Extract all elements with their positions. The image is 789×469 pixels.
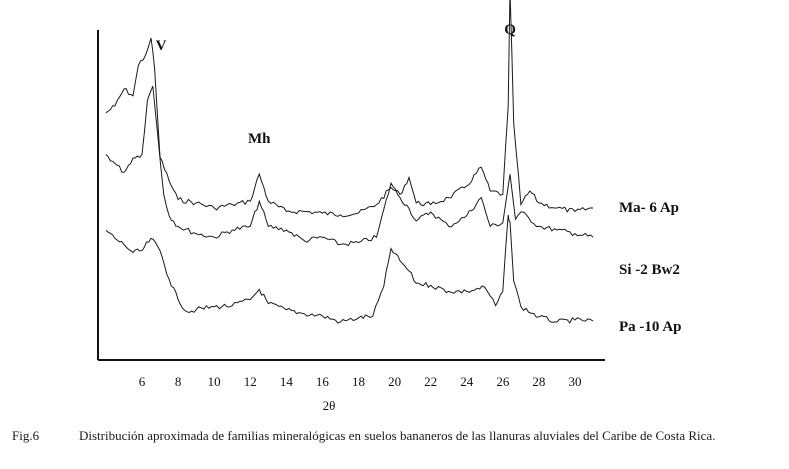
x-tick-label: 16 [316, 374, 330, 389]
peak-label: Q [504, 22, 516, 38]
series-trace-1 [105, 0, 594, 218]
x-tick-label: 22 [424, 374, 437, 389]
figure-label: Fig.6 [12, 428, 40, 443]
peak-label: Mh [248, 131, 271, 147]
x-tick-label: 10 [208, 374, 221, 389]
x-axis-label: 2θ [323, 398, 336, 413]
series-label: Pa -10 Ap [619, 319, 682, 335]
chart-axes: 6 8 10 12 14 16 18 20 22 24 26 28 30 2θ [97, 30, 605, 413]
x-tick-label: 8 [175, 374, 182, 389]
series-trace-2 [105, 85, 594, 247]
x-tick-label: 14 [280, 374, 294, 389]
figure-caption-text: Distribución aproximada de familias mine… [79, 428, 716, 443]
x-tick-label: 18 [352, 374, 365, 389]
x-tick-label: 28 [532, 374, 545, 389]
series-label: Ma- 6 Ap [619, 200, 679, 216]
x-tick-label: 30 [569, 374, 582, 389]
x-tick-label: 6 [139, 374, 146, 389]
x-tick-label: 20 [388, 374, 401, 389]
series-label: Si -2 Bw2 [619, 262, 680, 278]
x-tick-label: 24 [460, 374, 474, 389]
series-trace-3 [105, 214, 594, 324]
x-tick-label: 12 [244, 374, 257, 389]
chart-labels: Ma- 6 Ap Si -2 Bw2 Pa -10 Ap V Mh Q [156, 22, 682, 335]
diffractogram-traces [105, 0, 594, 324]
peak-label: V [156, 38, 167, 54]
x-tick-label: 26 [496, 374, 510, 389]
xrd-chart: 6 8 10 12 14 16 18 20 22 24 26 28 30 2θ Ma- 6 Ap Si -2… [97, 0, 682, 413]
